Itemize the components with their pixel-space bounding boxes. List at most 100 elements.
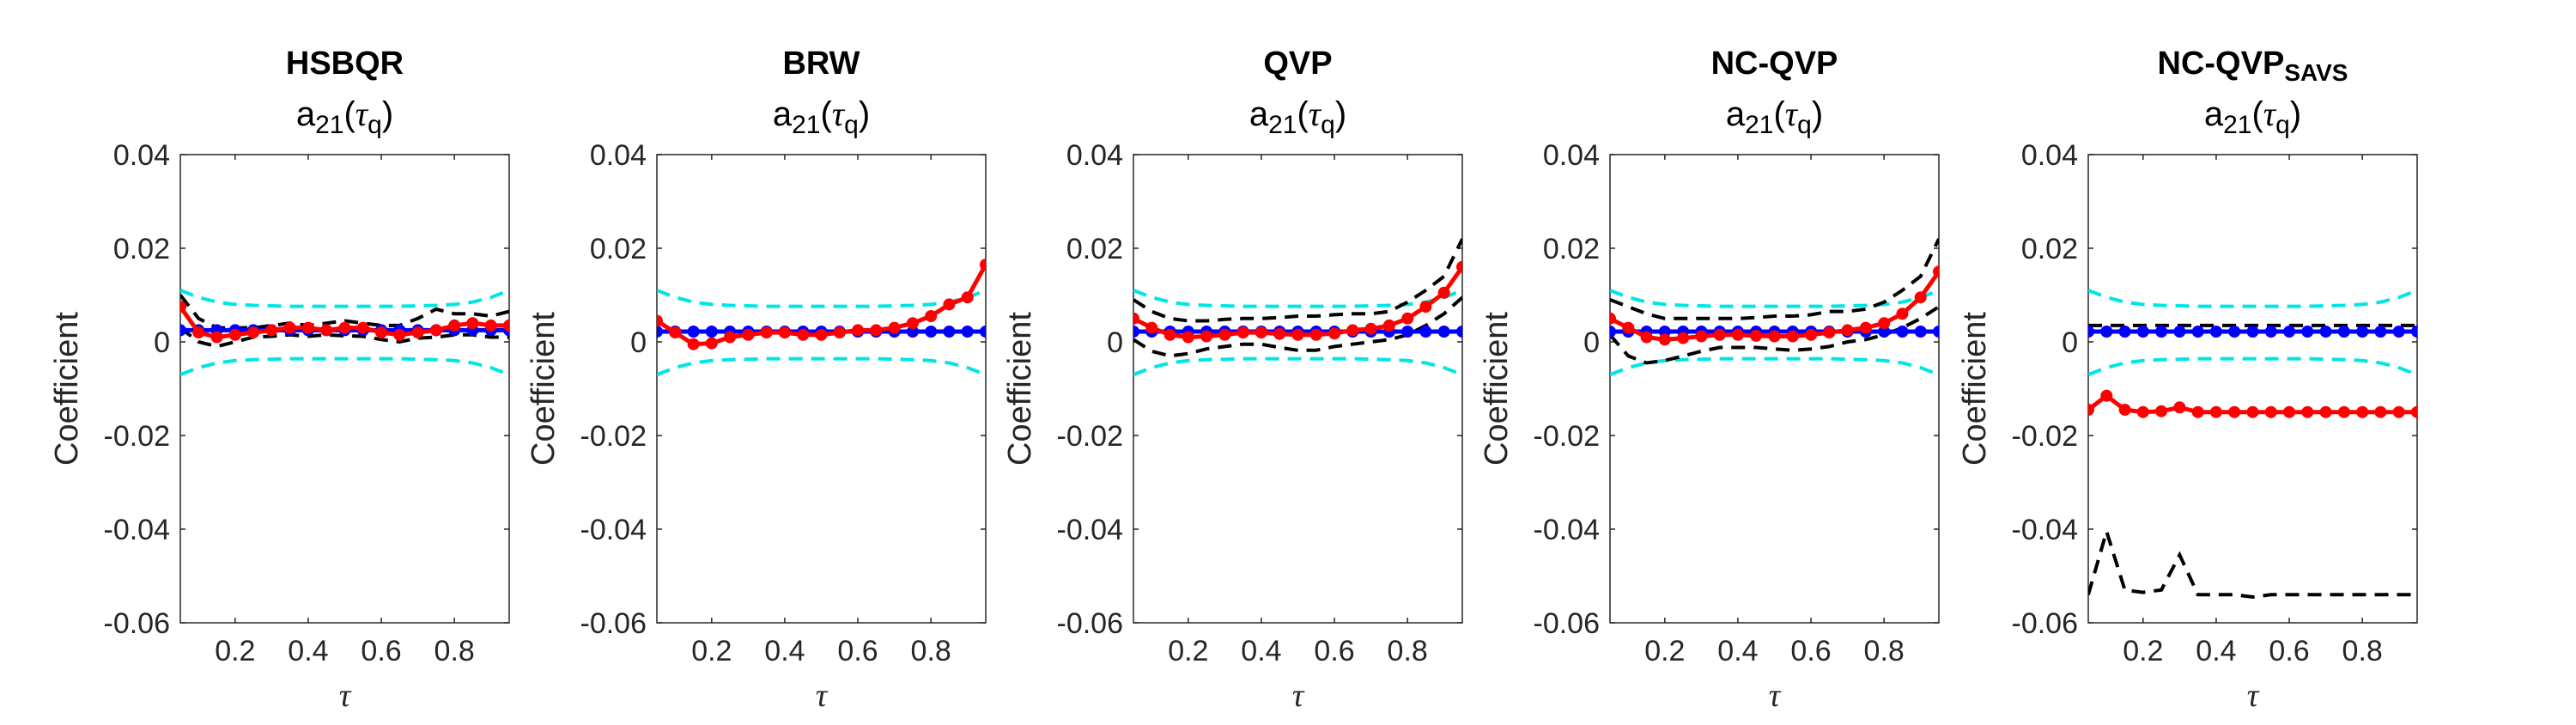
data-point bbox=[1878, 317, 1891, 330]
data-point bbox=[2100, 326, 2113, 338]
subtitle-paren-close: ) bbox=[2290, 95, 2301, 133]
plot-area bbox=[179, 154, 510, 624]
series-line-1 bbox=[2088, 289, 2417, 308]
plot-area bbox=[1133, 154, 1463, 624]
data-point bbox=[192, 326, 205, 339]
data-point bbox=[724, 331, 737, 344]
y-tick-label: -0.06 bbox=[104, 607, 171, 640]
data-point bbox=[2319, 405, 2332, 418]
y-tick-label: -0.04 bbox=[1057, 514, 1124, 546]
series-line-2 bbox=[180, 356, 509, 376]
data-point bbox=[2246, 326, 2259, 338]
subtitle-tau: τ bbox=[832, 94, 846, 133]
data-point bbox=[797, 328, 810, 341]
x-axis-label: τ bbox=[2247, 678, 2260, 714]
subtitle-tau-subscript: q bbox=[1797, 111, 1812, 139]
data-point bbox=[2264, 326, 2277, 338]
data-point bbox=[2356, 405, 2369, 418]
data-point bbox=[2301, 405, 2314, 418]
data-point bbox=[2283, 405, 2296, 418]
data-point bbox=[1622, 321, 1635, 334]
panel-subtitle: a21(τq) bbox=[296, 94, 393, 139]
data-point bbox=[247, 326, 260, 339]
x-axis-label: τ bbox=[1769, 678, 1782, 714]
panel-5: NC-QVPSAVSa21(τq)0.040.020-0.02-0.04-0.0… bbox=[1957, 46, 2418, 714]
x-tick-label: 0.8 bbox=[1864, 635, 1905, 667]
series-line-2 bbox=[657, 356, 986, 376]
y-tick-label: -0.04 bbox=[580, 514, 647, 546]
data-point bbox=[2337, 405, 2350, 418]
data-point bbox=[2228, 405, 2241, 418]
subtitle-base: a bbox=[773, 95, 793, 133]
x-tick-label: 0.8 bbox=[1388, 635, 1428, 667]
data-point bbox=[2118, 404, 2131, 416]
subtitle-base: a bbox=[1249, 95, 1269, 133]
data-point bbox=[2209, 405, 2222, 418]
data-point bbox=[1236, 326, 1249, 339]
series-group bbox=[2088, 289, 2417, 600]
data-point bbox=[1823, 326, 1836, 339]
data-point bbox=[1695, 330, 1708, 343]
subtitle-paren-open: ( bbox=[343, 95, 355, 133]
panel-subtitle: a21(τq) bbox=[1249, 94, 1346, 139]
data-point bbox=[1291, 328, 1304, 341]
data-point bbox=[2283, 326, 2296, 338]
y-tick-label: -0.04 bbox=[1534, 514, 1601, 546]
data-point bbox=[320, 324, 333, 337]
y-tick-label: 0.04 bbox=[113, 139, 170, 172]
panel-title-text: QVP bbox=[1263, 46, 1332, 82]
series-line-1 bbox=[1133, 289, 1462, 308]
y-tick-label: 0.02 bbox=[1066, 233, 1123, 265]
subtitle-base: a bbox=[2204, 95, 2224, 133]
y-tick-label: -0.02 bbox=[2012, 420, 2079, 453]
data-point bbox=[906, 317, 919, 330]
y-tick-label: 0 bbox=[1583, 326, 1600, 359]
data-point bbox=[1401, 312, 1414, 325]
data-point bbox=[943, 298, 956, 311]
data-point bbox=[1382, 319, 1395, 332]
data-point bbox=[393, 328, 406, 341]
series-group bbox=[1610, 238, 1939, 376]
data-point bbox=[925, 310, 938, 322]
data-point bbox=[2411, 405, 2417, 418]
series-line-2 bbox=[2088, 356, 2417, 376]
data-point bbox=[925, 326, 938, 338]
data-point bbox=[1731, 328, 1744, 341]
data-point bbox=[1610, 312, 1616, 325]
series-line-1 bbox=[1610, 289, 1939, 308]
y-tick-label: 0.04 bbox=[1066, 139, 1123, 172]
data-point bbox=[180, 324, 186, 337]
data-point bbox=[2356, 326, 2369, 338]
panel-4: NC-QVPa21(τq)0.040.020-0.02-0.04-0.060.2… bbox=[1479, 46, 1940, 714]
data-point bbox=[375, 326, 388, 339]
data-point bbox=[1896, 326, 1909, 338]
data-point bbox=[2173, 401, 2186, 414]
data-point bbox=[503, 319, 509, 332]
data-point bbox=[2136, 326, 2149, 338]
data-point bbox=[2392, 405, 2405, 418]
series-group bbox=[1133, 238, 1462, 376]
data-point bbox=[1163, 328, 1176, 341]
subtitle-tau-subscript: q bbox=[2275, 111, 2290, 139]
y-tick-label: 0 bbox=[1107, 326, 1123, 359]
subtitle-subscript: 21 bbox=[2223, 111, 2251, 139]
y-axis-label: Coefficient bbox=[1957, 312, 1993, 466]
data-point bbox=[265, 324, 278, 337]
data-point bbox=[2264, 405, 2277, 418]
subtitle-paren-open: ( bbox=[1297, 95, 1309, 133]
data-point bbox=[870, 324, 883, 337]
data-point bbox=[943, 326, 956, 338]
panel-title-text: HSBQR bbox=[286, 46, 404, 82]
x-tick-label: 0.6 bbox=[1314, 635, 1354, 667]
y-tick-label: -0.02 bbox=[104, 420, 171, 453]
panel-title: BRW bbox=[782, 46, 860, 82]
y-tick-label: 0.04 bbox=[590, 139, 647, 172]
data-point bbox=[1328, 327, 1341, 340]
data-point bbox=[338, 321, 351, 334]
plot-area bbox=[2087, 154, 2418, 624]
series-line-3 bbox=[1133, 238, 1462, 323]
subtitle-paren-close: ) bbox=[382, 95, 393, 133]
